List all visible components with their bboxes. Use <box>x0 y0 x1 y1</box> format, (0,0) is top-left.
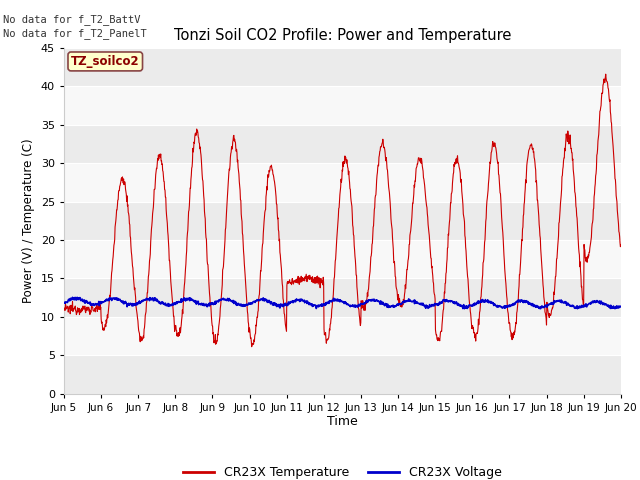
Bar <box>64 48 621 86</box>
Bar <box>64 163 621 202</box>
X-axis label: Time: Time <box>327 415 358 429</box>
Text: TZ_soilco2: TZ_soilco2 <box>71 55 140 68</box>
Bar <box>64 317 621 355</box>
Bar <box>64 86 621 125</box>
Bar <box>64 355 621 394</box>
Y-axis label: Power (V) / Temperature (C): Power (V) / Temperature (C) <box>22 139 35 303</box>
Bar <box>64 240 621 278</box>
Title: Tonzi Soil CO2 Profile: Power and Temperature: Tonzi Soil CO2 Profile: Power and Temper… <box>173 28 511 43</box>
Bar <box>64 278 621 317</box>
Bar <box>64 202 621 240</box>
Legend: CR23X Temperature, CR23X Voltage: CR23X Temperature, CR23X Voltage <box>178 461 507 480</box>
Text: No data for f_T2_BattV
No data for f_T2_PanelT: No data for f_T2_BattV No data for f_T2_… <box>3 14 147 39</box>
Bar <box>64 125 621 163</box>
